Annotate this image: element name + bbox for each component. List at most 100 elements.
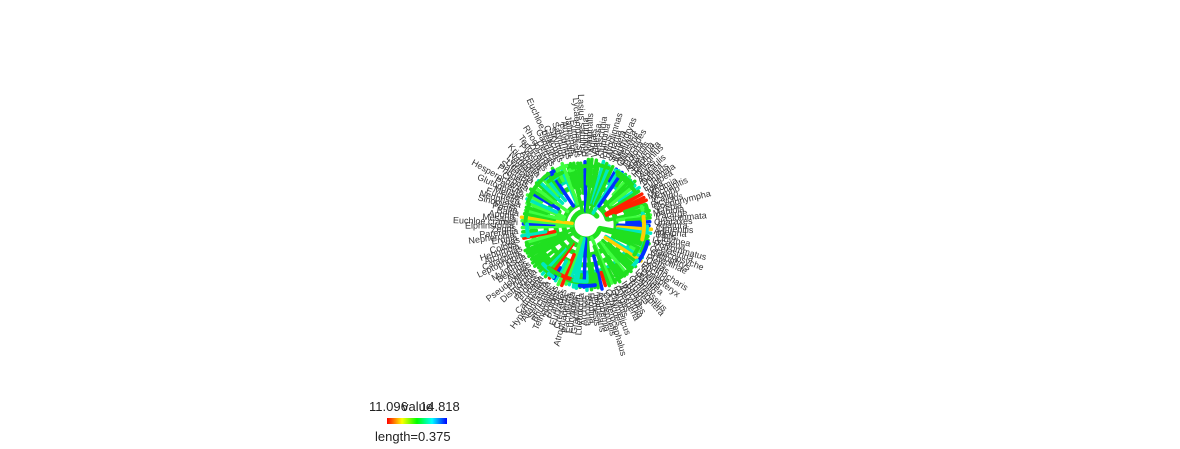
tip-label: Eumaeus: [568, 119, 583, 158]
tip-label: Luehdorfia: [573, 293, 586, 336]
tip-label: Elphinstonia: [465, 220, 514, 231]
tree-branch: [569, 208, 602, 242]
tip-label: Baltia: [496, 205, 520, 218]
tree-branch: [577, 283, 597, 288]
tree-branch: [597, 227, 651, 246]
tree-branch: [524, 240, 539, 265]
tree-branch: [643, 203, 651, 217]
tip-label: Pareronia: [479, 226, 519, 240]
tree-branch: [597, 163, 611, 170]
tree-branch: [598, 240, 629, 276]
tree-branch: [624, 216, 652, 223]
tip-label: Euchloe crameri: [453, 215, 518, 227]
tip-label: Maniola: [652, 204, 685, 219]
tree-branch: [540, 176, 560, 197]
tip-label: Archon: [578, 297, 589, 326]
tree-branch: [520, 223, 574, 230]
tip-label: Vanessa: [589, 123, 603, 158]
tip-label: Charaxes: [654, 216, 693, 227]
tree-branch: [614, 234, 647, 248]
tree-branch: [560, 252, 576, 288]
tip-label: Pararge: [655, 207, 688, 221]
tree-branch: [524, 232, 558, 245]
tree-branch: [553, 259, 569, 283]
tree-branch: [601, 238, 634, 270]
tree-branch: [519, 215, 574, 226]
tree-branch: [534, 254, 544, 265]
tree-branch: [611, 189, 641, 210]
tree-branch: [605, 195, 646, 217]
tree-branch: [613, 269, 623, 278]
legend-max-label: 14.818: [420, 399, 460, 414]
tree-branch: [612, 265, 634, 283]
tree-branch: [572, 278, 589, 284]
tree-branch: [525, 237, 559, 255]
tree-branch: [585, 157, 591, 186]
tip-label: Eronia: [491, 232, 518, 247]
tree-branch: [546, 265, 562, 277]
tree-branch: [560, 161, 580, 206]
tip-label: Graphium: [569, 294, 583, 334]
tree-branch: [613, 198, 648, 215]
tree-branch: [533, 186, 570, 214]
tree-branch: [632, 247, 640, 257]
tree-branch: [525, 201, 567, 219]
tree-branch: [546, 271, 556, 279]
tree-branch: [583, 160, 588, 213]
tree-branch: [613, 235, 646, 252]
tree-branch: [593, 164, 615, 206]
tree-branch: [585, 237, 594, 292]
tree-branch: [521, 228, 539, 234]
tip-label: Baronia: [583, 295, 594, 326]
tip-labels: PolygoniaNymphalisAglaisVanessaAraschnia…: [453, 94, 712, 358]
tree-branch: [592, 254, 604, 291]
legend-gradient-bar: [387, 418, 447, 424]
tree-branch: [640, 214, 647, 242]
tree-branch: [530, 191, 561, 211]
tree-branch: [588, 162, 601, 205]
tree-branch: [523, 232, 567, 253]
tip-label: Riodina: [586, 293, 598, 324]
tree-branch: [606, 246, 633, 274]
legend-length-label: length=0.375: [375, 429, 451, 444]
tree-branch: [524, 222, 531, 239]
tree-branch: [555, 163, 569, 172]
tip-label: Polygonia: [580, 117, 590, 157]
tip-label: Aporia: [488, 208, 515, 221]
tip-label: Adelpha: [653, 226, 687, 239]
tip-label: Emesis: [589, 296, 602, 327]
tree-branch: [527, 178, 544, 199]
tree-branch: [603, 235, 643, 263]
tree-branch: [582, 237, 588, 289]
color-legend: 11.096 value 14.818 length=0.375: [369, 399, 460, 444]
tree-branch: [625, 220, 652, 225]
tree-branch: [590, 158, 599, 187]
tree-branch: [524, 227, 575, 248]
tree-branch: [570, 164, 596, 170]
tip-label: Ixias: [500, 235, 521, 249]
tree-branch: [597, 170, 624, 208]
tip-label: Mesapia: [482, 212, 517, 225]
tree-branch: [527, 234, 568, 259]
tree-branch: [604, 192, 644, 216]
tree-branch: [597, 242, 623, 279]
tip-label: Apatura: [656, 220, 688, 230]
tip-label: Aglais: [586, 128, 598, 154]
tree-branch: [615, 173, 637, 193]
tree-branches: [519, 157, 654, 293]
tree-branch: [525, 197, 559, 214]
tree-branch: [599, 270, 608, 288]
tip-label: Limenitis: [658, 223, 695, 235]
tree-branch: [615, 170, 635, 187]
tip-label: Nymphalis: [583, 112, 595, 155]
tree-branch: [523, 202, 531, 226]
tree-branch: [546, 170, 564, 184]
tree-branch: [608, 243, 638, 269]
tip-label: Zegris: [491, 223, 517, 234]
tree-branch: [592, 244, 612, 288]
tree-branch: [534, 181, 557, 201]
tip-label: Lycaenidae sp: [571, 97, 586, 155]
tree-branch: [600, 178, 633, 211]
tree-branch: [522, 212, 557, 222]
